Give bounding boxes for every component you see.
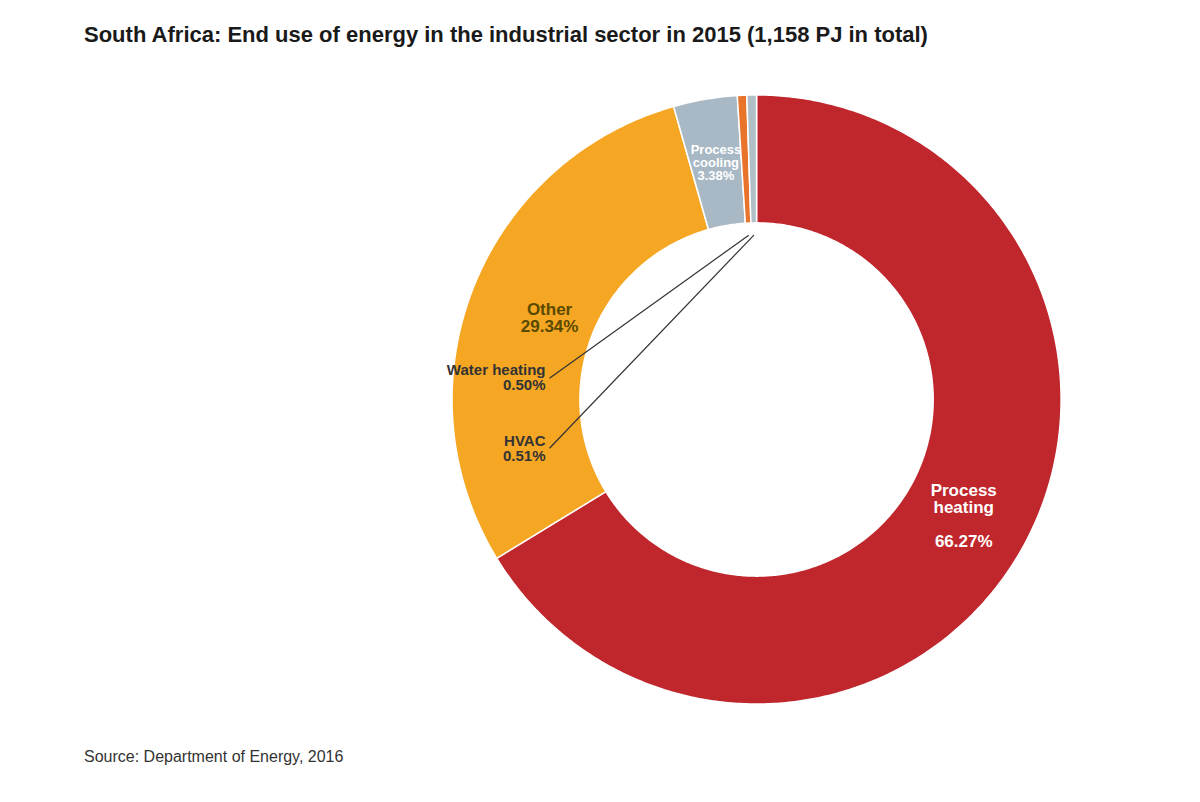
svg-text:Water heating0.50%: Water heating0.50%	[447, 361, 546, 393]
html-text:Source: Department of Energy,: Source: Department of Energy, 2016	[84, 748, 344, 765]
svg-text:Other29.34%: Other29.34%	[521, 300, 579, 336]
svg-text:HVAC0.51%: HVAC0.51%	[503, 432, 546, 464]
html-text:South Africa: End use of energ: South Africa: End use of energy in the i…	[84, 22, 928, 47]
svg-text:Processheating66.27%: Processheating66.27%	[931, 481, 997, 551]
svg-text:Processcooling3.38%: Processcooling3.38%	[691, 142, 742, 183]
